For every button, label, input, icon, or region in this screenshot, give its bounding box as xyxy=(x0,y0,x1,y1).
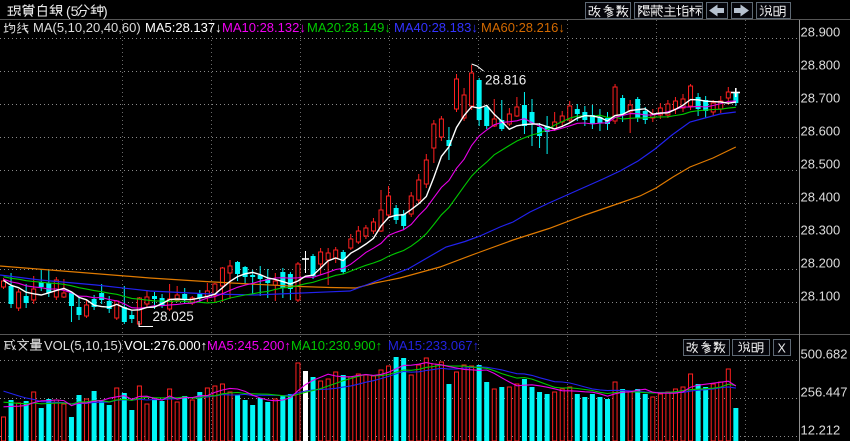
svg-text:28.600: 28.600 xyxy=(801,124,841,139)
svg-text:28.500: 28.500 xyxy=(801,157,841,172)
svg-text:28.300: 28.300 xyxy=(801,223,841,238)
svg-text:28.400: 28.400 xyxy=(801,190,841,205)
svg-text:MA10:230.900↑: MA10:230.900↑ xyxy=(291,338,382,353)
svg-text:MA5:28.137↓: MA5:28.137↓ xyxy=(145,20,222,35)
svg-text:28.025: 28.025 xyxy=(153,309,194,324)
svg-text:28.700: 28.700 xyxy=(801,91,841,106)
svg-text:VOL(5,10,15): VOL(5,10,15) xyxy=(44,338,122,353)
svg-text:28.900: 28.900 xyxy=(801,25,841,40)
svg-text:VOL:276.000↑: VOL:276.000↑ xyxy=(124,338,207,353)
svg-text:28.800: 28.800 xyxy=(801,58,841,73)
svg-text:28.200: 28.200 xyxy=(801,256,841,271)
svg-text:MA15:233.067↑: MA15:233.067↑ xyxy=(388,338,479,353)
svg-text:): ) xyxy=(103,3,108,19)
svg-text:MA(5,10,20,40,60): MA(5,10,20,40,60) xyxy=(33,20,141,35)
svg-text:MA5:245.200↑: MA5:245.200↑ xyxy=(207,338,291,353)
svg-text:28.100: 28.100 xyxy=(801,289,841,304)
svg-text:28.816: 28.816 xyxy=(485,73,526,88)
svg-text:500.682: 500.682 xyxy=(801,347,848,362)
svg-text:MA40:28.183↓: MA40:28.183↓ xyxy=(394,20,478,35)
svg-text:MA20:28.149↓: MA20:28.149↓ xyxy=(307,20,391,35)
svg-text:MA60:28.216↓: MA60:28.216↓ xyxy=(481,20,565,35)
svg-text:X: X xyxy=(778,342,787,356)
svg-text:12.212: 12.212 xyxy=(801,423,841,438)
svg-text:(5: (5 xyxy=(66,3,79,19)
svg-text:256.447: 256.447 xyxy=(801,385,848,400)
svg-text:MA10:28.132↓: MA10:28.132↓ xyxy=(222,20,306,35)
